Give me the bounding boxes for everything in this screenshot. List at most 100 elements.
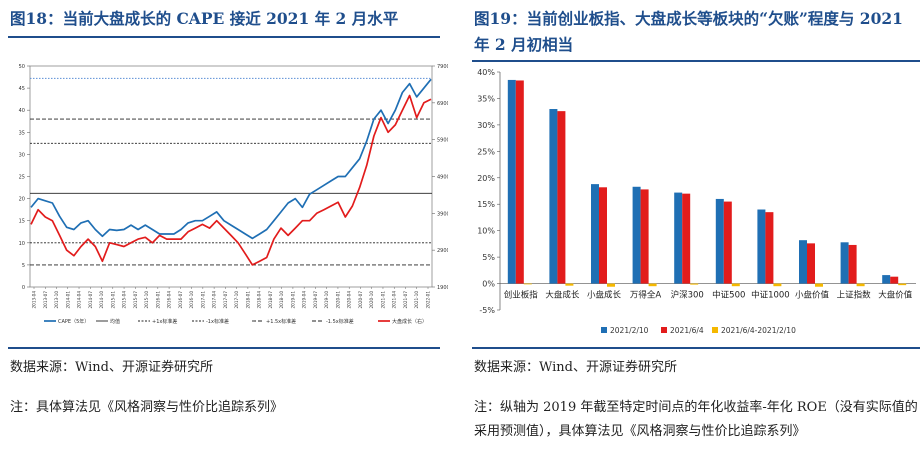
- right-y-tick-label: 30%: [477, 121, 495, 130]
- left-x-tick-label: 2019-07: [313, 291, 318, 309]
- left-x-tick-label: 2013-04: [32, 291, 37, 309]
- left-x-tick-label: 2017-10: [234, 291, 239, 309]
- left-x-tick-label: 2018-01: [245, 291, 250, 309]
- right-category-label: 中证1000: [751, 290, 790, 301]
- left-x-tick-label: 2014-07: [88, 291, 93, 309]
- right-bar-1: [890, 276, 899, 284]
- right-legend-swatch: [661, 327, 667, 333]
- right-bottom-rule: [472, 347, 920, 349]
- right-legend-label: 2021/6/4: [670, 326, 704, 335]
- left-x-tick-label: 2018-07: [268, 291, 273, 309]
- right-y-tick-label: 20%: [477, 174, 495, 183]
- right-bar-1: [557, 111, 566, 284]
- right-bar-1: [599, 187, 607, 284]
- right-bar-1: [807, 243, 815, 284]
- left-x-tick-label: 2014-04: [77, 291, 82, 309]
- right-bar-1: [723, 201, 732, 284]
- right-category-label: 上证指数: [837, 290, 872, 301]
- left-y-tick-label: 50: [19, 64, 25, 70]
- right-legend-swatch: [712, 327, 718, 333]
- left-legend-label: -1.5x标准差: [326, 318, 354, 325]
- right-bar-2: [815, 283, 823, 287]
- right-legend-swatch: [601, 327, 607, 333]
- right-bar-chart: -5% 0% 5% 10% 15% 20% 25% 30% 35% 40% 创业板指 大盘成长 小盘成长…: [477, 68, 916, 335]
- right-bar-0: [591, 184, 599, 284]
- right-bar-2: [690, 283, 699, 285]
- left-title-rule: [8, 36, 440, 38]
- right-bar-2: [607, 283, 615, 287]
- right-bar-0: [507, 79, 516, 284]
- right-y-tick-label: 15%: [477, 200, 495, 209]
- left-y2-tick-label: 7900: [437, 64, 448, 70]
- left-series-line-1: [30, 94, 432, 266]
- right-legend-label: 2021/2/10: [610, 326, 649, 335]
- right-category-label: 万得全A: [630, 290, 662, 301]
- left-x-tick-label: 2018-10: [279, 291, 284, 309]
- left-line-chart: 0 5 10 15 20 25 30 35 40 45 50 1900 2900 3900 4900 5900…: [19, 64, 448, 325]
- left-x-tick-label: 2020-07: [358, 291, 363, 309]
- left-x-tick-label: 2021-07: [403, 291, 408, 309]
- left-y-tick-label: 20: [19, 197, 25, 203]
- right-figure: 图19：当前创业板指、大盘成长等板块的“欠账”程度与 2021 年 2 月初相当…: [466, 0, 924, 470]
- left-source: 数据来源：Wind、开源证券研究所: [10, 360, 213, 375]
- right-source: 数据来源：Wind、开源证券研究所: [474, 360, 677, 375]
- right-y-tick-label: 35%: [477, 94, 495, 103]
- right-bar-0: [799, 240, 807, 284]
- left-legend-label: +1.5x标准差: [266, 318, 296, 325]
- right-bar-0: [840, 242, 849, 284]
- right-category-label: 中证500: [712, 290, 745, 301]
- right-bar-0: [674, 192, 683, 284]
- right-bar-0: [549, 109, 558, 284]
- right-category-label: 大盘价值: [878, 290, 913, 301]
- left-x-tick-label: 2015-10: [144, 291, 149, 309]
- right-title-rule: [472, 60, 920, 62]
- right-bar-0: [715, 198, 724, 284]
- left-x-tick-label: 2021-04: [392, 291, 397, 309]
- left-x-tick-label: 2017-04: [212, 291, 217, 309]
- left-y-tick-label: 15: [19, 219, 25, 225]
- left-x-tick-label: 2019-10: [324, 291, 329, 309]
- right-bar-0: [632, 186, 641, 284]
- left-x-tick-label: 2014-01: [65, 291, 70, 309]
- right-bar-0: [757, 209, 766, 284]
- left-x-tick-label: 2013-07: [43, 291, 48, 309]
- left-y-tick-label: 0: [22, 285, 25, 291]
- left-y-tick-label: 30: [19, 152, 25, 158]
- right-category-label: 沪深300: [671, 290, 704, 301]
- right-note: 注：纵轴为 2019 年截至特定时间点的年化收益率-年化 ROE（没有实际值的采…: [474, 400, 918, 439]
- left-y2-tick-label: 4900: [437, 175, 448, 181]
- left-y2-tick-label: 5900: [437, 138, 448, 144]
- right-bar-2: [731, 283, 740, 287]
- left-y-tick-label: 10: [19, 241, 25, 247]
- left-x-tick-label: 2019-01: [290, 291, 295, 309]
- left-y2-tick-label: 3900: [437, 211, 448, 217]
- right-legend-label: 2021/6/4-2021/2/10: [721, 326, 796, 335]
- right-bar-2: [565, 283, 574, 286]
- right-bar-2: [648, 283, 657, 287]
- left-y-tick-label: 25: [19, 175, 25, 181]
- right-bar-1: [640, 189, 649, 284]
- left-y2-tick-label: 1900: [437, 285, 448, 291]
- left-legend-label: 均值: [110, 318, 120, 325]
- left-y-tick-label: 5: [22, 263, 25, 269]
- left-x-tick-label: 2020-04: [347, 291, 352, 309]
- left-legend-label: CAPE（5年）: [58, 318, 89, 325]
- right-figure-title: 图19：当前创业板指、大盘成长等板块的“欠账”程度与 2021 年 2 月初相当: [474, 9, 903, 54]
- left-bottom-rule: [8, 347, 440, 349]
- left-x-tick-label: 2020-10: [369, 291, 374, 309]
- left-y-tick-label: 45: [19, 86, 25, 92]
- right-bar-2: [898, 283, 907, 286]
- right-bar-1: [682, 193, 691, 284]
- right-category-label: 创业板指: [504, 290, 539, 301]
- left-legend-label: 大盘成长（右）: [392, 318, 427, 325]
- left-x-tick-label: 2017-01: [200, 291, 205, 309]
- left-x-tick-label: 2016-07: [178, 291, 183, 309]
- right-category-label: 大盘成长: [545, 290, 580, 301]
- right-y-tick-label: 25%: [477, 147, 495, 156]
- right-y-tick-label: 5%: [482, 253, 495, 262]
- right-category-label: 小盘成长: [587, 290, 622, 301]
- right-category-label: 小盘价值: [795, 290, 830, 301]
- left-figure-title: 图18：当前大盘成长的 CAPE 接近 2021 年 2 月水平: [10, 9, 399, 28]
- left-legend-label: +1x标准差: [152, 318, 177, 325]
- left-x-tick-label: 2014-10: [99, 291, 104, 309]
